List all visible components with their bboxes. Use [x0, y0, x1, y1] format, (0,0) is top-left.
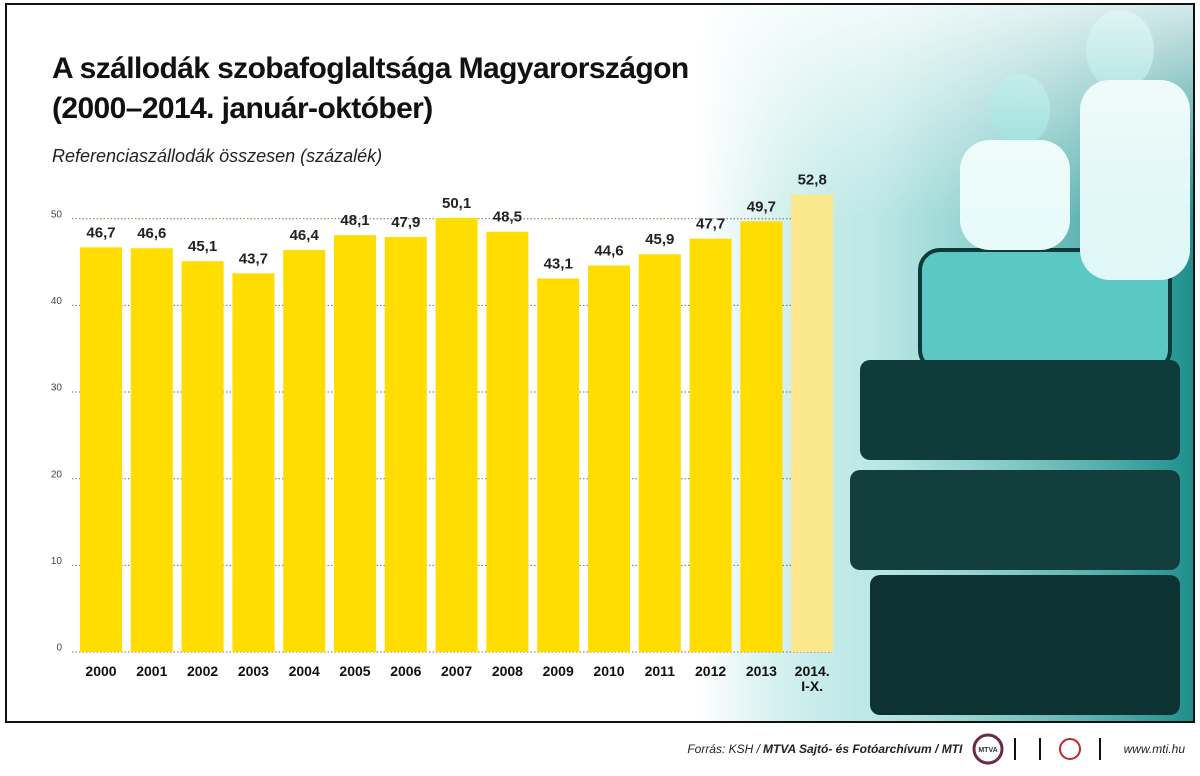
value-label: 45,1 [188, 238, 217, 255]
value-label: 48,1 [340, 212, 369, 229]
y-tick-label: 0 [56, 643, 62, 654]
y-tick-label: 30 [51, 383, 63, 394]
x-tick-label: 2007 [441, 663, 473, 679]
x-tick-label: 2002 [187, 663, 219, 679]
bar [435, 217, 478, 653]
x-tick-label: 2014. I-X. [794, 663, 830, 694]
chart-subtitle: Referenciaszállodák összesen (százalék) [52, 146, 382, 166]
mti-logo [1059, 738, 1081, 760]
chart-title: A szállodák szobafoglaltsága Magyarorszá… [52, 52, 689, 85]
value-label: 46,4 [290, 227, 320, 244]
bar [537, 278, 580, 652]
value-label: 46,6 [137, 225, 166, 242]
url: www.mti.hu [1124, 742, 1186, 756]
bar [232, 273, 275, 652]
value-label: 47,9 [391, 214, 420, 231]
x-tick-label: 2012 [695, 663, 727, 679]
bar [689, 238, 732, 652]
bar [80, 247, 122, 652]
x-tick-label: 2010 [593, 663, 625, 679]
logo-text: MTVA [978, 747, 997, 754]
bar [283, 249, 326, 652]
bar [740, 221, 783, 652]
y-tick-label: 20 [51, 469, 63, 480]
y-tick-label: 50 [51, 209, 63, 220]
x-tick-label: 2008 [491, 663, 523, 679]
chart-title: (2000–2014. január-október) [52, 92, 433, 125]
value-label: 46,7 [86, 224, 115, 241]
mtva-logo [972, 733, 1004, 765]
x-tick-label: 2003 [237, 663, 269, 679]
bar [638, 254, 681, 653]
value-label: 43,7 [239, 250, 268, 267]
value-label: 47,7 [696, 216, 725, 233]
bar [181, 261, 224, 652]
x-tick-label: 2011 [644, 663, 675, 679]
value-label: 43,1 [544, 255, 573, 272]
source: Forrás: KSH / [687, 742, 761, 756]
bar [384, 236, 427, 652]
x-tick-label: 2001 [136, 663, 168, 679]
y-tick-label: 40 [51, 296, 63, 307]
x-tick-label: 2009 [542, 663, 574, 679]
x-tick-label: 2005 [339, 663, 371, 679]
x-tick-label: 2004 [288, 663, 320, 679]
bar [334, 235, 376, 652]
value-label: 48,5 [493, 209, 522, 226]
x-tick-label: 2006 [390, 663, 422, 679]
bar [130, 248, 173, 652]
value-label: 45,9 [645, 231, 674, 248]
value-label: 44,6 [594, 242, 623, 259]
x-tick-label: 2000 [85, 663, 117, 679]
x-tick-label: 2013 [745, 663, 777, 679]
bar [486, 231, 529, 652]
value-label: 49,7 [747, 198, 776, 215]
source: MTVA Sajtó- és Fotóarchívum / MTI [763, 742, 963, 756]
bar [588, 265, 630, 652]
y-tick-label: 10 [51, 556, 63, 567]
value-label: 50,1 [442, 195, 471, 212]
value-label: 52,8 [798, 171, 827, 188]
bar [791, 194, 834, 653]
